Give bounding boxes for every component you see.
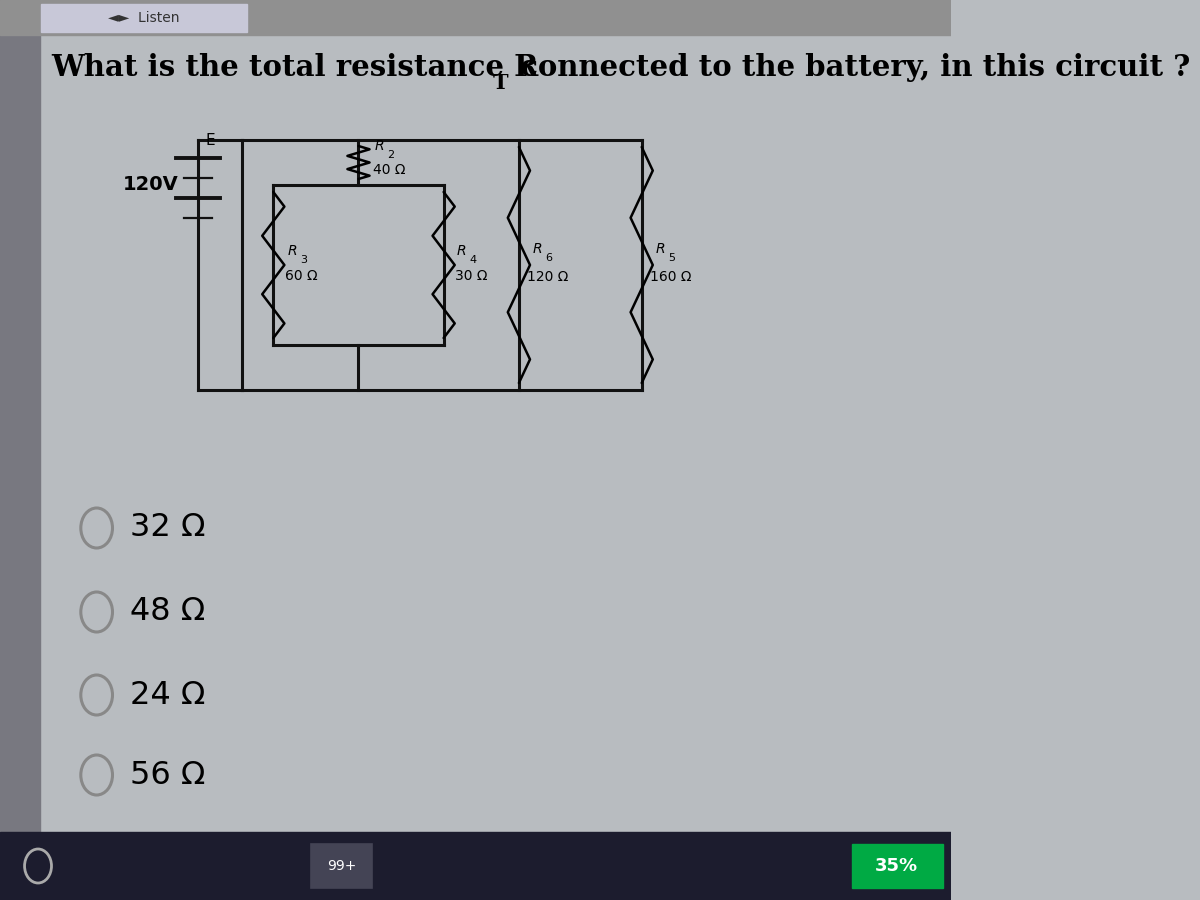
Bar (0, 0, 40, 900)
Bar (41, 4, 247, 32)
Text: E: E (206, 133, 216, 148)
Text: ◄►  Listen: ◄► Listen (108, 11, 180, 25)
Text: 120V: 120V (122, 175, 179, 194)
Text: 120 Ω: 120 Ω (527, 270, 568, 284)
Text: What is the total resistance R: What is the total resistance R (52, 53, 539, 83)
Text: 24 Ω: 24 Ω (130, 680, 205, 710)
Text: 99+: 99+ (326, 859, 356, 873)
Text: 2: 2 (386, 150, 394, 160)
Text: 160 Ω: 160 Ω (649, 270, 691, 284)
Text: 48 Ω: 48 Ω (130, 597, 205, 627)
Bar (0, 0, 950, 35)
Text: T: T (493, 73, 509, 93)
Text: 32 Ω: 32 Ω (130, 512, 205, 544)
Text: R: R (288, 244, 298, 258)
Text: R: R (457, 244, 467, 258)
Text: 40 Ω: 40 Ω (373, 164, 406, 177)
Text: R: R (374, 140, 384, 154)
Text: R: R (533, 242, 542, 256)
Text: 4: 4 (469, 255, 476, 265)
Text: 3: 3 (300, 255, 307, 265)
Text: 60 Ω: 60 Ω (286, 269, 318, 283)
Text: 30 Ω: 30 Ω (455, 269, 487, 283)
Text: R: R (655, 242, 665, 256)
Bar (0, 832, 950, 900)
Text: 56 Ω: 56 Ω (130, 760, 205, 790)
Text: connected to the battery, in this circuit ?: connected to the battery, in this circui… (510, 53, 1190, 83)
Text: 35%: 35% (875, 857, 918, 875)
Bar (311, 844, 372, 888)
Bar (852, 844, 943, 888)
Text: 6: 6 (545, 253, 552, 263)
Text: 5: 5 (668, 253, 674, 263)
